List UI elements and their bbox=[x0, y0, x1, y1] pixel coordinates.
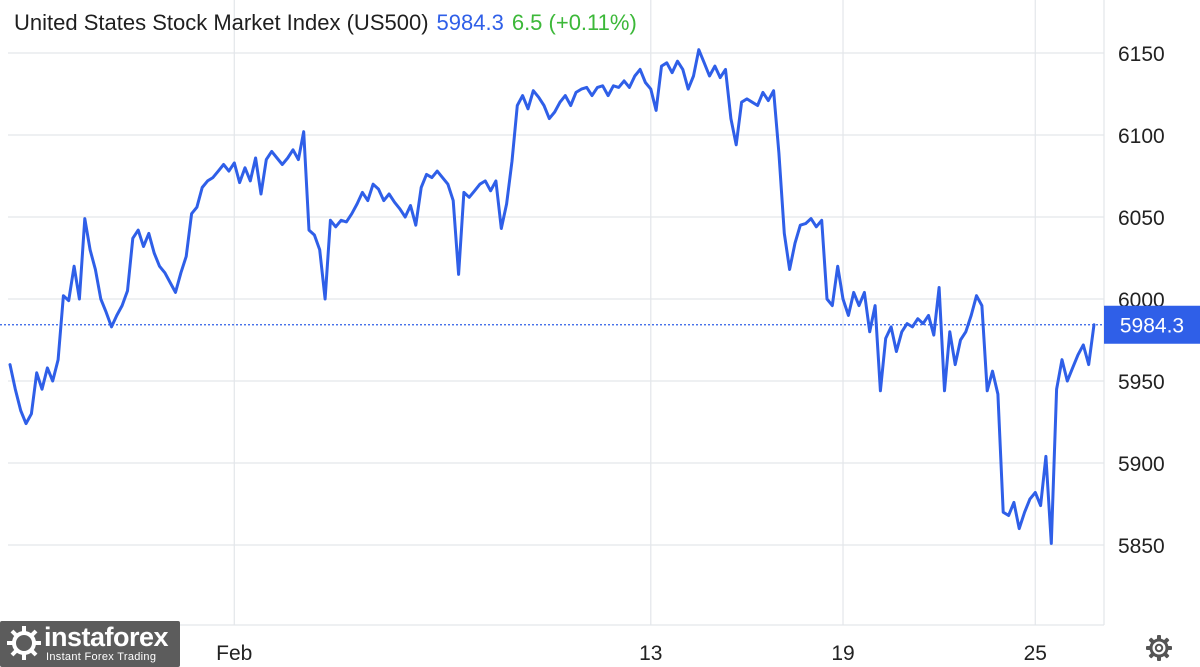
gear-icon[interactable] bbox=[1145, 634, 1173, 662]
y-tick-label: 6100 bbox=[1118, 125, 1165, 148]
last-price-label-bg bbox=[1104, 305, 1200, 344]
y-tick-label: 6050 bbox=[1118, 207, 1165, 230]
y-tick-label: 6150 bbox=[1118, 43, 1165, 66]
x-tick-label: 25 bbox=[1024, 642, 1047, 665]
chart-title: United States Stock Market Index (US500) bbox=[14, 10, 429, 35]
chart-header: United States Stock Market Index (US500)… bbox=[14, 8, 637, 38]
watermark-tagline: Instant Forex Trading bbox=[46, 651, 157, 663]
y-tick-label: 5850 bbox=[1118, 535, 1165, 558]
x-axis-labels: Feb131925Mar bbox=[216, 642, 1047, 665]
watermark: instaforex Instant Forex Trading bbox=[0, 621, 180, 667]
y-tick-label: 5950 bbox=[1118, 371, 1165, 394]
x-tick-label: 19 bbox=[831, 642, 854, 665]
last-price-label: 5984.3 bbox=[1104, 305, 1200, 344]
x-tick-label: 13 bbox=[639, 642, 662, 665]
watermark-name: instaforex bbox=[44, 622, 169, 652]
instaforex-logo-icon bbox=[7, 626, 41, 660]
current-price: 5984.3 bbox=[436, 10, 504, 35]
last-price-label-text: 5984.3 bbox=[1120, 315, 1184, 338]
y-tick-label: 5900 bbox=[1118, 453, 1165, 476]
price-change: 6.5 (+0.11%) bbox=[511, 10, 637, 35]
series-line bbox=[8, 48, 1096, 545]
x-tick-label: Feb bbox=[216, 642, 252, 665]
grid-lines bbox=[0, 0, 1105, 626]
